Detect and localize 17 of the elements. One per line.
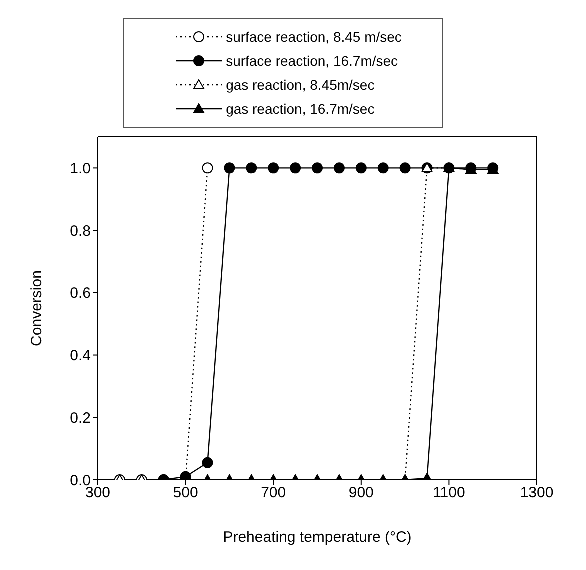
x-tick-label: 900 — [348, 484, 374, 502]
legend-label: gas reaction, 8.45m/sec — [226, 77, 375, 93]
y-tick-label: 0.8 — [70, 222, 91, 240]
legend-label: surface reaction, 16.7m/sec — [226, 53, 398, 69]
x-tick-label: 700 — [261, 484, 286, 502]
y-tick-label: 1.0 — [70, 160, 91, 178]
x-tick-label: 1100 — [433, 484, 466, 502]
y-tick-label: 0.4 — [70, 348, 91, 365]
y-tick-label: 0.6 — [70, 285, 91, 302]
legend-label: surface reaction, 8.45 m/sec — [226, 29, 402, 45]
x-axis-title: Preheating temperature (°C) — [223, 529, 412, 546]
x-tick-label: 1300 — [520, 484, 554, 502]
y-tick-label: 0.2 — [70, 410, 91, 427]
legend-label: gas reaction, 16.7m/sec — [226, 101, 375, 117]
x-tick-label: 300 — [85, 484, 111, 502]
y-axis-title: Conversion — [28, 270, 46, 346]
x-tick-label: 500 — [173, 484, 198, 502]
